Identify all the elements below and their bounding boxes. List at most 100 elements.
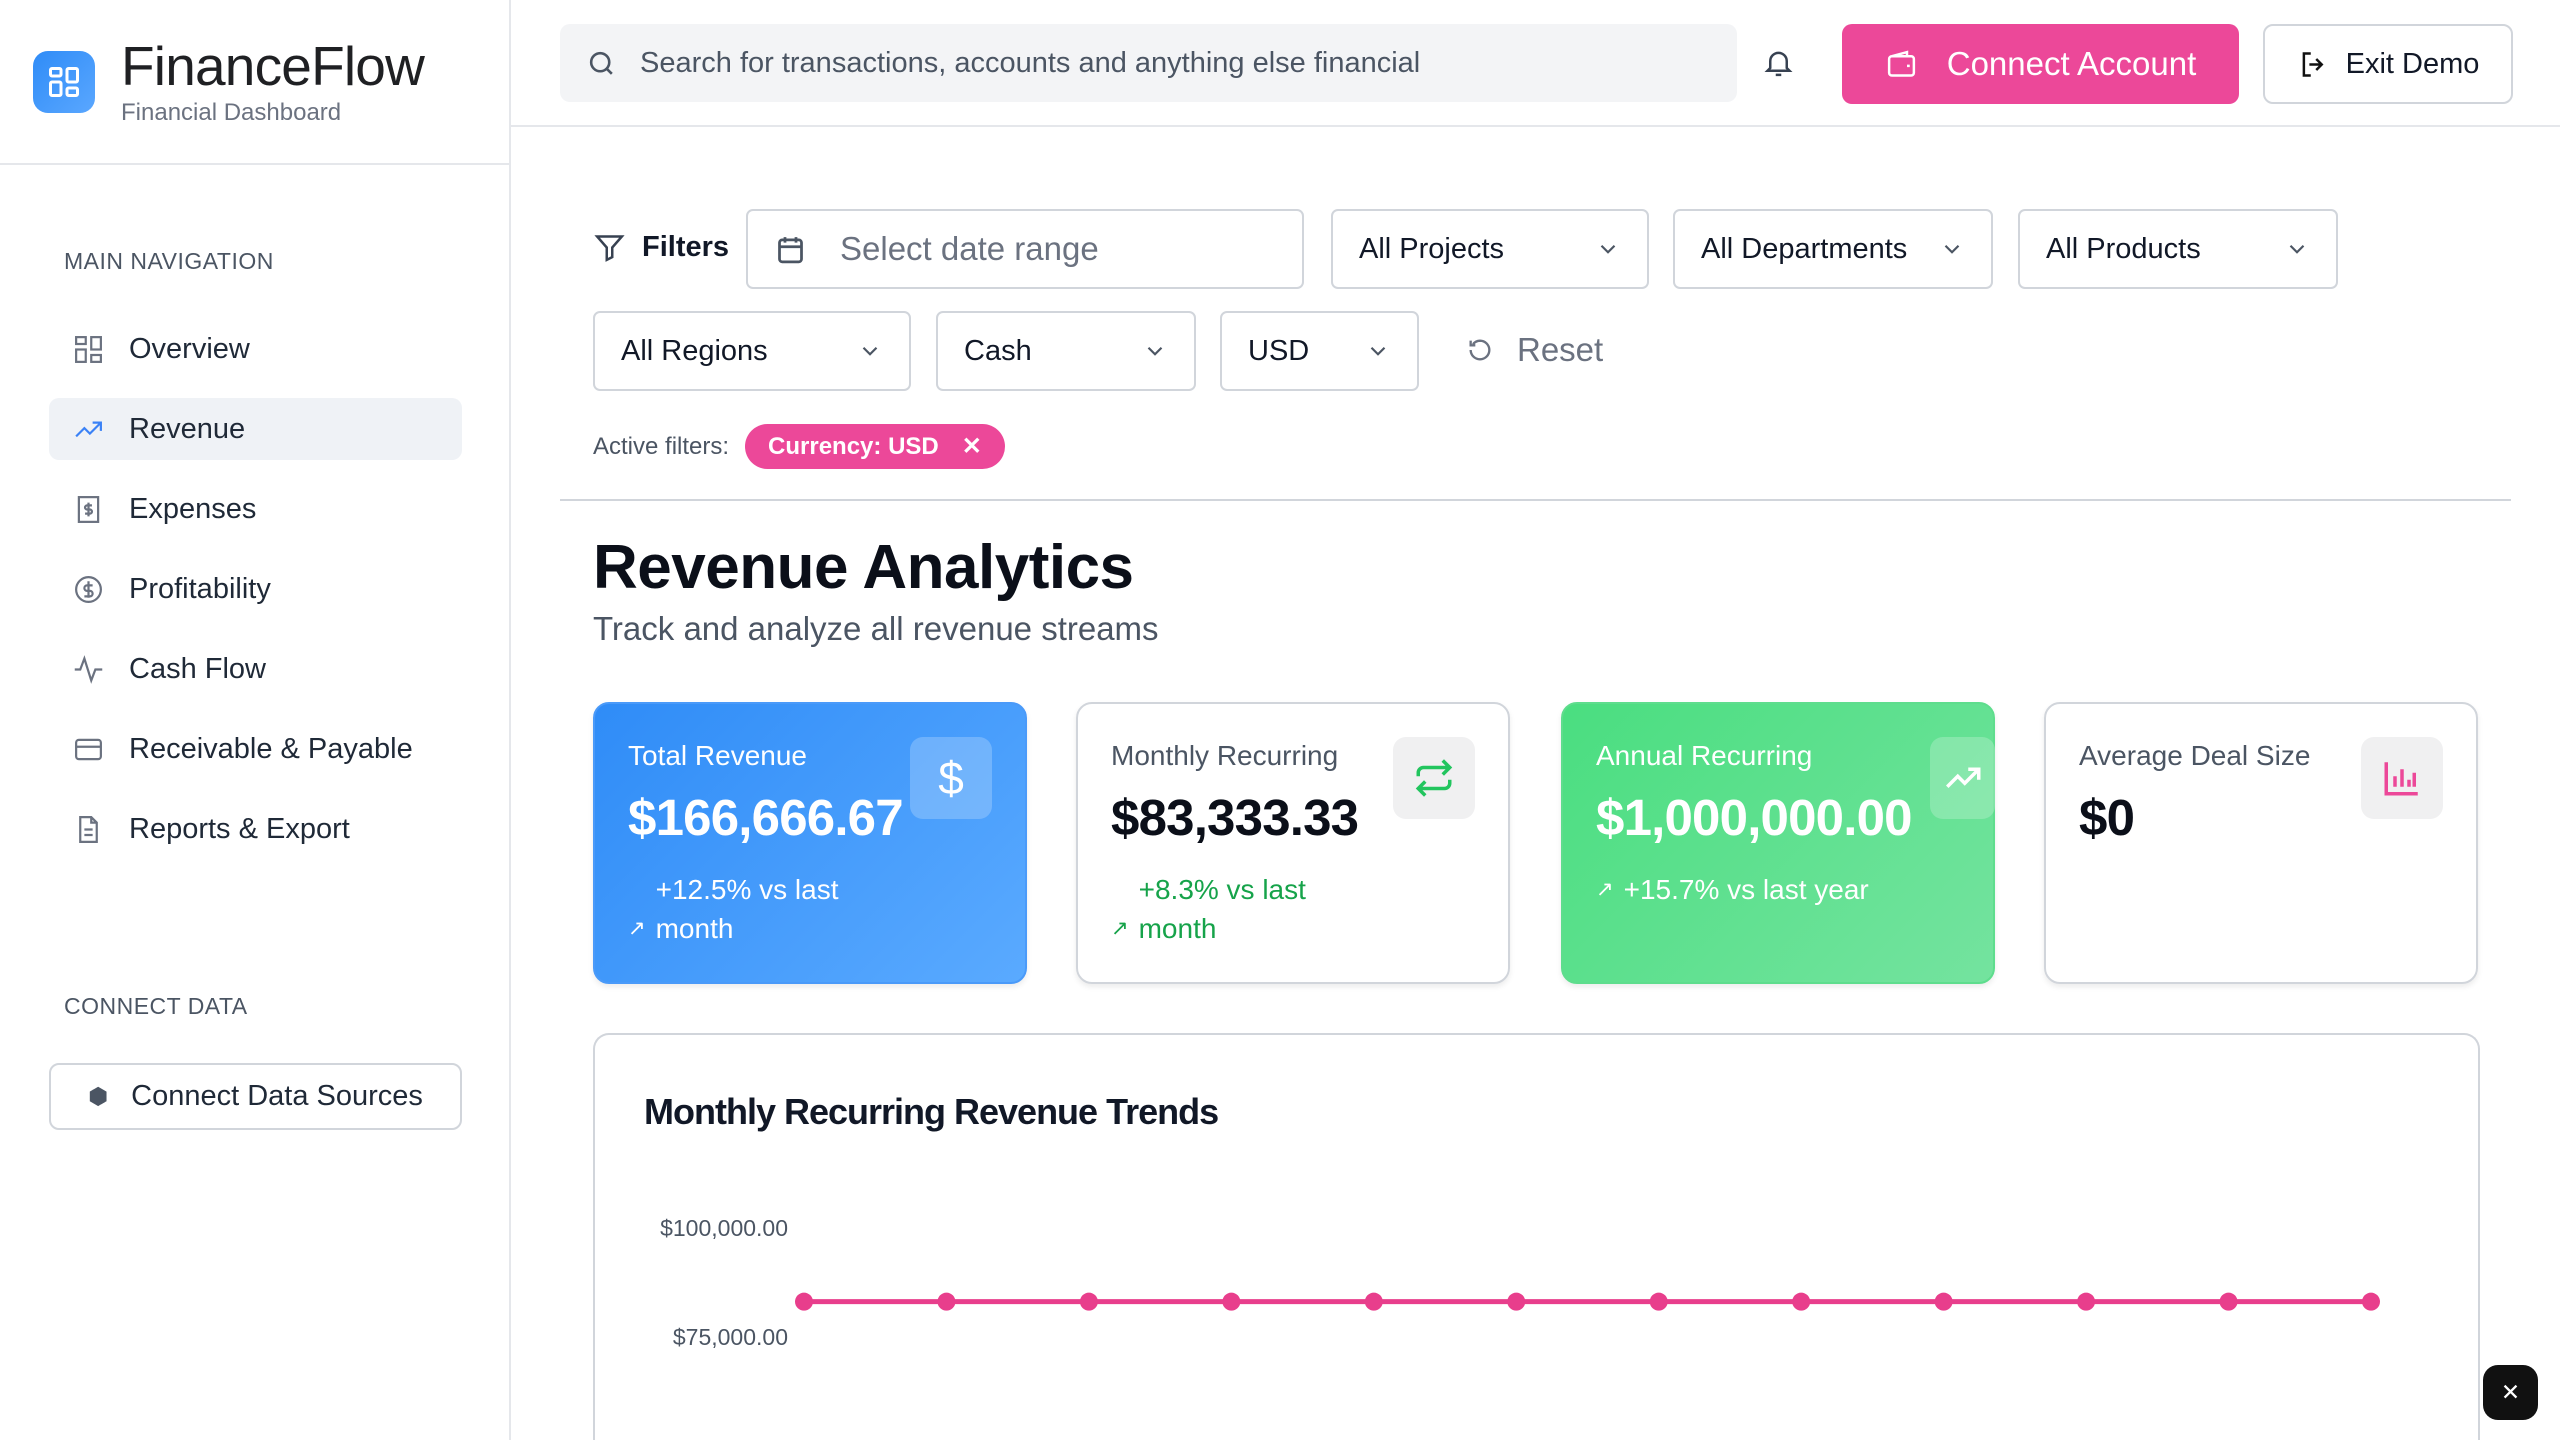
date-range-placeholder: Select date range <box>840 230 1099 267</box>
wallet-icon <box>1887 50 1915 77</box>
sidebar-item-profitability[interactable]: Profitability <box>49 558 462 620</box>
sidebar-item-overview[interactable]: Overview <box>49 318 462 380</box>
brand: FinanceFlow Financial Dashboard <box>0 0 509 165</box>
credit-card-icon <box>75 738 102 760</box>
exit-demo-label: Exit Demo <box>2345 47 2480 80</box>
main-navigation-label: MAIN NAVIGATION <box>64 248 274 274</box>
data-point[interactable] <box>1507 1292 1526 1311</box>
basis-value: Cash <box>964 334 1032 367</box>
data-point[interactable] <box>1364 1292 1383 1311</box>
y-tick-label: $75,000.00 <box>672 1324 788 1350</box>
exit-demo-button[interactable]: Exit Demo <box>2263 24 2513 104</box>
calendar-icon <box>778 236 803 263</box>
trending-up-icon: ↗ <box>1111 917 1129 940</box>
mrr-trends-chart-card: Monthly Recurring Revenue Trends $100,00… <box>593 1033 2480 1440</box>
remove-filter-x-icon[interactable]: ✕ <box>961 433 982 460</box>
filters-label: Filters <box>593 231 729 264</box>
currency-value: USD <box>1248 334 1310 367</box>
close-icon: ✕ <box>2500 1379 2521 1405</box>
active-filters: Active filters: Currency: USD ✕ <box>593 424 1005 469</box>
card-label: Monthly Recurring <box>1111 740 1339 771</box>
data-point[interactable] <box>1649 1292 1668 1311</box>
filters-text: Filters <box>642 231 730 263</box>
connect-data-sources-label: Connect Data Sources <box>131 1080 423 1112</box>
projects-select[interactable]: All Projects <box>1331 209 1649 289</box>
chevron-down-icon <box>1600 244 1616 254</box>
sidebar-item-cash-flow[interactable]: Cash Flow <box>49 638 462 700</box>
trend-text: +15.7% vs last year <box>1623 874 1869 905</box>
connect-data-label: CONNECT DATA <box>64 993 248 1019</box>
data-point[interactable] <box>1222 1292 1241 1311</box>
filter-icon <box>594 235 625 262</box>
chip-label: Currency: USD <box>768 432 939 460</box>
currency-select[interactable]: USD <box>1220 311 1419 391</box>
topbar: Connect Account Exit Demo <box>511 0 2560 127</box>
card-value: $1,000,000.00 <box>1596 789 1913 846</box>
search-icon <box>589 51 613 75</box>
sidebar-item-expenses[interactable]: Expenses <box>49 478 462 540</box>
data-point[interactable] <box>795 1292 813 1311</box>
sidebar-item-reports-export[interactable]: Reports & Export <box>49 798 462 860</box>
repeat-icon <box>1393 737 1475 819</box>
sidebar-item-label: Reports & Export <box>129 812 350 845</box>
regions-select[interactable]: All Regions <box>593 311 911 391</box>
connect-account-button[interactable]: Connect Account <box>1842 24 2239 104</box>
trending-up-icon: ↗ <box>628 917 646 940</box>
date-range-picker[interactable]: Select date range <box>746 209 1304 289</box>
reset-filters-button[interactable]: Reset <box>1466 331 1603 369</box>
trend-text: +8.3% vs last month <box>1138 874 1306 944</box>
data-point[interactable] <box>2362 1292 2380 1311</box>
connect-account-label: Connect Account <box>1946 45 2197 82</box>
card-label: Total Revenue <box>628 740 808 771</box>
page-subtitle: Track and analyze all revenue streams <box>593 610 1159 647</box>
sidebar-item-revenue[interactable]: Revenue <box>49 398 462 460</box>
sidebar-item-label: Cash Flow <box>129 652 266 685</box>
dollar-circle-icon <box>75 575 102 603</box>
card-trend: ↗ +12.5% vs last month <box>628 870 992 948</box>
accounting-basis-select[interactable]: Cash <box>936 311 1196 391</box>
products-select[interactable]: All Products <box>2018 209 2338 289</box>
connect-data-sources-button[interactable]: ⬢ Connect Data Sources <box>49 1063 462 1130</box>
sidebar-item-label: Revenue <box>129 412 246 445</box>
search-input[interactable] <box>640 46 1685 80</box>
log-out-icon <box>2302 51 2324 77</box>
search-bar[interactable] <box>560 24 1737 102</box>
bar-chart-icon <box>2361 737 2443 819</box>
card-value: $83,333.33 <box>1111 789 1359 846</box>
data-point[interactable] <box>2219 1292 2238 1311</box>
sidebar-item-receivable-payable[interactable]: Receivable & Payable <box>49 718 462 780</box>
logo-grid-icon <box>33 50 95 113</box>
card-label: Average Deal Size <box>2079 740 2311 771</box>
y-tick-label: $100,000.00 <box>660 1215 788 1241</box>
sidebar-item-label: Expenses <box>129 492 257 525</box>
data-point[interactable] <box>2077 1292 2096 1311</box>
app-title: FinanceFlow <box>121 34 425 97</box>
app-subtitle: Financial Dashboard <box>121 98 342 126</box>
rotate-ccw-icon <box>1469 339 1491 361</box>
trend-text: +12.5% vs last month <box>655 874 839 944</box>
close-button[interactable]: ✕ <box>2483 1365 2538 1420</box>
reset-label: Reset <box>1517 331 1604 368</box>
sidebar-item-label: Overview <box>129 332 250 365</box>
trending-up-icon: ↗ <box>1596 878 1614 901</box>
chevron-down-icon <box>1370 346 1386 356</box>
data-point[interactable] <box>1792 1292 1811 1311</box>
active-filters-label: Active filters: <box>593 432 730 460</box>
sidebar: FinanceFlow Financial Dashboard MAIN NAV… <box>0 0 511 1440</box>
data-point[interactable] <box>937 1292 956 1311</box>
card-value: $0 <box>2079 789 2135 846</box>
data-point[interactable] <box>1934 1292 1953 1311</box>
currency-filter-chip: Currency: USD ✕ <box>745 424 1005 469</box>
chevron-down-icon <box>862 346 878 356</box>
card-trend: ↗ +8.3% vs last month <box>1111 870 1475 948</box>
notifications-bell-icon[interactable] <box>1762 46 1795 84</box>
departments-select[interactable]: All Departments <box>1673 209 1993 289</box>
chart-title: Monthly Recurring Revenue Trends <box>644 1091 1219 1132</box>
card-trend: ↗ +15.7% vs last year <box>1596 870 1960 909</box>
regions-value: All Regions <box>621 334 768 367</box>
box-icon: ⬢ <box>88 1083 109 1109</box>
card-label: Annual Recurring <box>1596 740 1813 771</box>
products-value: All Products <box>2046 232 2201 265</box>
layout-grid-icon <box>75 335 102 363</box>
data-point[interactable] <box>1079 1292 1098 1311</box>
